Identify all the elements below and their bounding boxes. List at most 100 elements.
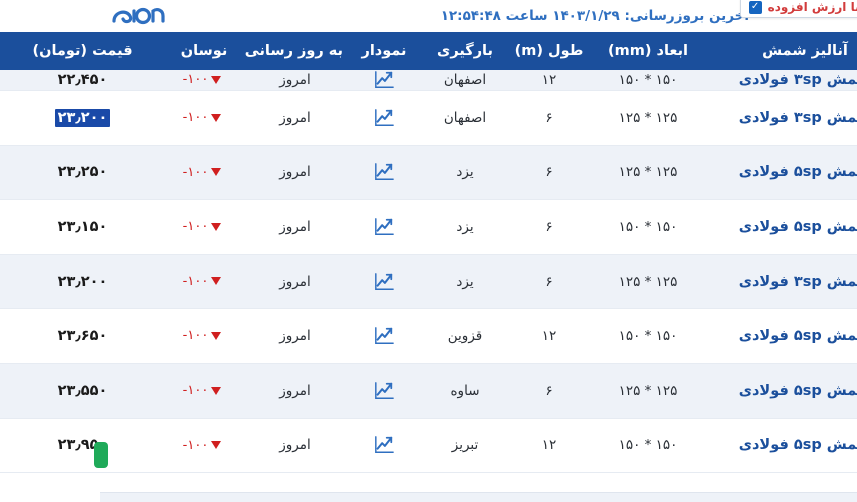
chart-icon[interactable] <box>273 162 295 182</box>
price-table: ردیف آنالیز شمش ابعاد (mm) طول (m) بارگی… <box>0 32 857 473</box>
chart-icon[interactable] <box>273 381 295 401</box>
cell-chart[interactable] <box>247 200 321 255</box>
table-row[interactable]: ۹ شمش ۵sp فولادی ۱۵۰ * ۱۵۰ ۱۲ تبریز امروز ۱۰۰-… <box>0 418 857 473</box>
ahan-logo-icon <box>10 5 70 27</box>
cell-chart[interactable] <box>247 70 321 91</box>
cell-dimensions: ۱۵۰ * ۱۵۰ <box>489 309 607 364</box>
table-row[interactable]: ۷ شمش ۵sp فولادی ۱۵۰ * ۱۵۰ ۱۲ قزوین امروز ۱۰۰-… <box>0 309 857 364</box>
cell-price[interactable]: ۲۲٫۴۵۰ <box>0 70 65 91</box>
arrow-down-icon <box>111 168 121 176</box>
table-row[interactable]: ۸شمش ۵sp فولادی۱۲۵ * ۱۲۵۶ساوه امروز ۱۰۰- ۲۳… <box>0 363 857 418</box>
table-header: ردیف آنالیز شمش ابعاد (mm) طول (m) بارگی… <box>0 32 857 70</box>
price-value[interactable]: ۲۳٫۶۵۰ <box>0 328 7 344</box>
cell-rownum: ۶ <box>803 254 857 309</box>
column-header-price[interactable]: قیمت (تومان) <box>0 32 65 70</box>
chart-icon[interactable] <box>273 326 295 346</box>
cell-rownum: ۸ <box>803 363 857 418</box>
cell-dimensions: ۱۵۰ * ۱۵۰ <box>489 70 607 91</box>
price-value[interactable]: ۲۳٫۱۵۰ <box>0 219 7 235</box>
cell-update: امروز <box>143 418 247 473</box>
cell-length: ۶ <box>409 363 489 418</box>
arrow-down-icon <box>111 387 121 395</box>
cell-update: امروز <box>143 254 247 309</box>
cell-product-name[interactable]: شمش ۳sp فولادی <box>607 91 803 146</box>
cell-price[interactable]: ۲۳٫۶۵۰ <box>0 309 65 364</box>
price-value[interactable]: ۲۳٫۵۵۰ <box>0 383 7 399</box>
arrow-down-icon <box>111 332 121 340</box>
cell-price[interactable]: ۲۳٫۲۰۰ <box>0 254 65 309</box>
cell-chart[interactable] <box>247 254 321 309</box>
column-header-length[interactable]: طول (m) <box>409 32 489 70</box>
table-row[interactable]: ۶شمش ۳sp فولادی۱۲۵ * ۱۲۵۶یزدامروز۱۰۰-۲۳٫… <box>0 254 857 309</box>
vat-toggle[interactable]: ✓ نمایش قیمت با ارزش افزوده <box>640 0 849 18</box>
column-header-name[interactable]: آنالیز شمش <box>607 32 803 70</box>
cell-product-name[interactable]: شمش ۵sp فولادی <box>607 418 803 473</box>
chart-icon[interactable] <box>273 217 295 237</box>
chart-icon[interactable] <box>273 70 295 90</box>
chart-icon[interactable] <box>273 435 295 455</box>
cell-update: امروز <box>143 363 247 418</box>
price-value[interactable]: ۲۳٫۲۰۰ <box>0 274 7 290</box>
cell-product-name[interactable]: شمش ۵sp فولادی <box>607 309 803 364</box>
cell-dimensions: ۱۲۵ * ۱۲۵ <box>489 91 607 146</box>
price-value[interactable]: ۲۳٫۲۵۰ <box>0 164 7 180</box>
column-header-dims[interactable]: ابعاد (mm) <box>489 32 607 70</box>
cell-change: ۱۰۰- <box>65 145 143 200</box>
last-update-text: آخرین بروزرسانی: ۱۴۰۳/۱/۲۹ ساعت ۱۲:۵۴:۴۸ <box>341 8 649 24</box>
change-value: ۱۰۰- <box>83 219 109 234</box>
column-header-change[interactable]: نوسان <box>65 32 143 70</box>
change-value: ۱۰۰- <box>83 73 109 87</box>
arrow-down-icon <box>111 441 121 449</box>
table-header-row: ردیف آنالیز شمش ابعاد (mm) طول (m) بارگی… <box>0 32 857 70</box>
chart-icon[interactable] <box>273 108 295 128</box>
cell-change: ۱۰۰- <box>65 363 143 418</box>
price-value[interactable]: ۲۲٫۴۵۰ <box>0 72 7 88</box>
cell-chart[interactable] <box>247 363 321 418</box>
table-row[interactable]: ۲ شمش ۳sp فولادی ۱۵۰ * ۱۵۰ ۱۲ اصفهان امروز ۱۰۰… <box>0 70 857 91</box>
cell-update: امروز <box>143 309 247 364</box>
cell-length: ۱۲ <box>409 309 489 364</box>
cell-product-name[interactable]: شمش ۵sp فولادی <box>607 363 803 418</box>
change-value: ۱۰۰- <box>83 328 109 343</box>
price-table-page: آخرین بروزرسانی: ۱۴۰۳/۱/۲۹ ساعت ۱۲:۵۴:۴۸… <box>0 0 857 502</box>
cell-delivery: قزوین <box>321 309 409 364</box>
cell-delivery: ساوه <box>321 363 409 418</box>
cell-price[interactable]: ۲۳٫۲۰۰ <box>0 91 65 146</box>
column-header-chart[interactable]: نمودار <box>247 32 321 70</box>
chart-icon[interactable] <box>273 272 295 292</box>
cell-price[interactable]: ۲۳٫۲۵۰ <box>0 145 65 200</box>
arrow-down-icon <box>111 223 121 231</box>
cell-chart[interactable] <box>247 91 321 146</box>
site-logo[interactable] <box>0 5 70 27</box>
cell-chart[interactable] <box>247 418 321 473</box>
cell-price[interactable]: ۲۳٫۹۵۰ <box>0 418 65 473</box>
cell-change: ۱۰۰- <box>65 91 143 146</box>
change-value: ۱۰۰- <box>83 438 109 453</box>
cell-update: امروز <box>143 70 247 91</box>
cell-product-name[interactable]: شمش ۳sp فولادی <box>607 254 803 309</box>
cell-price[interactable]: ۲۳٫۵۵۰ <box>0 363 65 418</box>
price-value-selected[interactable]: ۲۳٫۲۰۰ <box>0 109 10 127</box>
side-tab-handle[interactable] <box>0 442 8 468</box>
cell-product-name[interactable]: شمش ۳sp فولادی <box>607 70 803 91</box>
column-header-rownum[interactable]: ردیف <box>803 32 857 70</box>
table-row[interactable]: ۵شمش ۵sp فولادی۱۵۰ * ۱۵۰۶یزد امروز ۱۰۰- ۲۳٫… <box>0 200 857 255</box>
column-header-update[interactable]: به روز رسانی <box>143 32 247 70</box>
table-row[interactable]: ۴شمش ۵sp فولادی۱۲۵ * ۱۲۵۶یزد امروز ۱۰۰- ۲۳٫… <box>0 145 857 200</box>
vat-checkbox-icon[interactable]: ✓ <box>649 1 662 14</box>
cell-delivery: یزد <box>321 254 409 309</box>
cell-chart[interactable] <box>247 145 321 200</box>
cell-price[interactable]: ۲۳٫۱۵۰ <box>0 200 65 255</box>
table-row[interactable]: ۳ شمش ۳sp فولادی ۱۲۵ * ۱۲۵ ۶ اصفهان امروز ۱۰۰-… <box>0 91 857 146</box>
arrow-down-icon <box>111 76 121 84</box>
cell-dimensions: ۱۲۵ * ۱۲۵ <box>489 254 607 309</box>
change-value: ۱۰۰- <box>83 165 109 180</box>
cell-update: امروز <box>143 200 247 255</box>
cell-change: ۱۰۰- <box>65 200 143 255</box>
column-header-delivery[interactable]: بارگیری <box>321 32 409 70</box>
cell-chart[interactable] <box>247 309 321 364</box>
cell-rownum: ۴ <box>803 145 857 200</box>
cell-delivery: تبریز <box>321 418 409 473</box>
cell-product-name[interactable]: شمش ۵sp فولادی <box>607 145 803 200</box>
cell-product-name[interactable]: شمش ۵sp فولادی <box>607 200 803 255</box>
